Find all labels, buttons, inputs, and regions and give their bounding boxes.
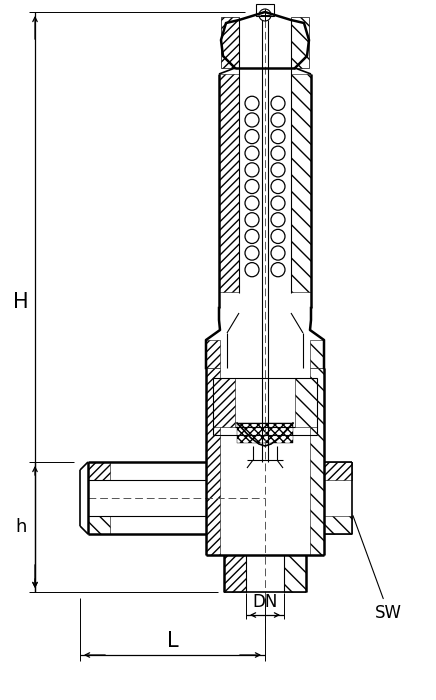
Text: SW: SW: [353, 516, 402, 622]
Bar: [224, 555, 246, 592]
Bar: [284, 555, 306, 592]
Ellipse shape: [271, 113, 285, 127]
Ellipse shape: [271, 246, 285, 260]
Ellipse shape: [245, 246, 259, 260]
Ellipse shape: [245, 130, 259, 144]
Ellipse shape: [245, 146, 259, 160]
Bar: [295, 378, 317, 427]
Bar: [221, 17, 239, 68]
Bar: [291, 17, 309, 68]
Ellipse shape: [245, 179, 259, 194]
Ellipse shape: [271, 262, 285, 276]
Ellipse shape: [245, 196, 259, 210]
Bar: [206, 340, 220, 368]
Ellipse shape: [271, 163, 285, 177]
Bar: [291, 74, 311, 292]
Ellipse shape: [245, 113, 259, 127]
Text: DN: DN: [252, 593, 278, 611]
Ellipse shape: [271, 230, 285, 244]
Ellipse shape: [271, 146, 285, 160]
Ellipse shape: [271, 179, 285, 194]
Bar: [324, 516, 352, 534]
Ellipse shape: [245, 213, 259, 227]
Bar: [256, 4, 274, 16]
Bar: [237, 423, 293, 443]
Bar: [206, 368, 220, 555]
Text: H: H: [13, 292, 29, 312]
Bar: [219, 74, 239, 292]
Bar: [310, 340, 324, 368]
Ellipse shape: [271, 130, 285, 144]
Ellipse shape: [245, 262, 259, 276]
Bar: [310, 368, 324, 555]
Bar: [324, 462, 352, 480]
Text: L: L: [167, 631, 178, 651]
Ellipse shape: [245, 230, 259, 244]
Ellipse shape: [271, 196, 285, 210]
Ellipse shape: [245, 163, 259, 177]
Ellipse shape: [271, 96, 285, 111]
Ellipse shape: [245, 96, 259, 111]
Ellipse shape: [271, 213, 285, 227]
Bar: [88, 462, 110, 480]
Text: h: h: [15, 518, 27, 536]
Bar: [88, 516, 110, 534]
Bar: [213, 378, 235, 427]
